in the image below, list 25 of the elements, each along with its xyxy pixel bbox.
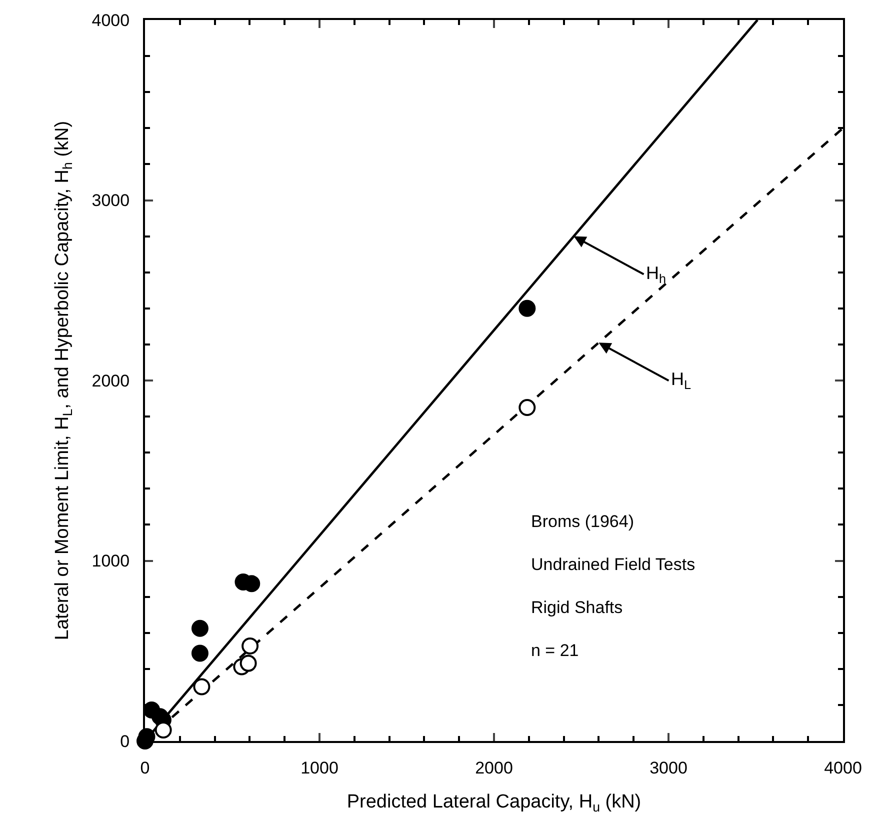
point [193,678,210,696]
x-tick-label: 1000 [300,758,338,778]
annotation: H$_{h}$ [646,263,666,286]
y-tick-label: 2000 [92,371,130,390]
point [191,644,208,662]
x-axis-title: Predicted Lateral Capacity, H$_{u}$ (kN) [346,792,642,815]
annotation: Rigid Shafts [531,598,623,617]
annotation: Undrained Field Tests [531,555,696,574]
point [518,300,536,317]
y-tick-label: 4000 [92,10,130,30]
x-tick-label: 3000 [650,758,688,778]
point [242,638,259,655]
point [518,399,536,416]
y-tick-label: 1000 [92,552,130,571]
point [240,654,257,672]
x-tick-label: 0 [140,758,150,778]
y-tick-label: 0 [120,732,130,751]
annotation: Broms (1964) [531,512,634,531]
annotation: H$_{L}$ [671,369,692,392]
point [191,620,208,637]
y-tick-label: 3000 [92,191,130,210]
annotation: n = 21 [531,641,579,660]
point [154,722,172,738]
x-tick-label: 4000 [824,758,862,778]
x-tick-label: 2000 [475,758,513,778]
